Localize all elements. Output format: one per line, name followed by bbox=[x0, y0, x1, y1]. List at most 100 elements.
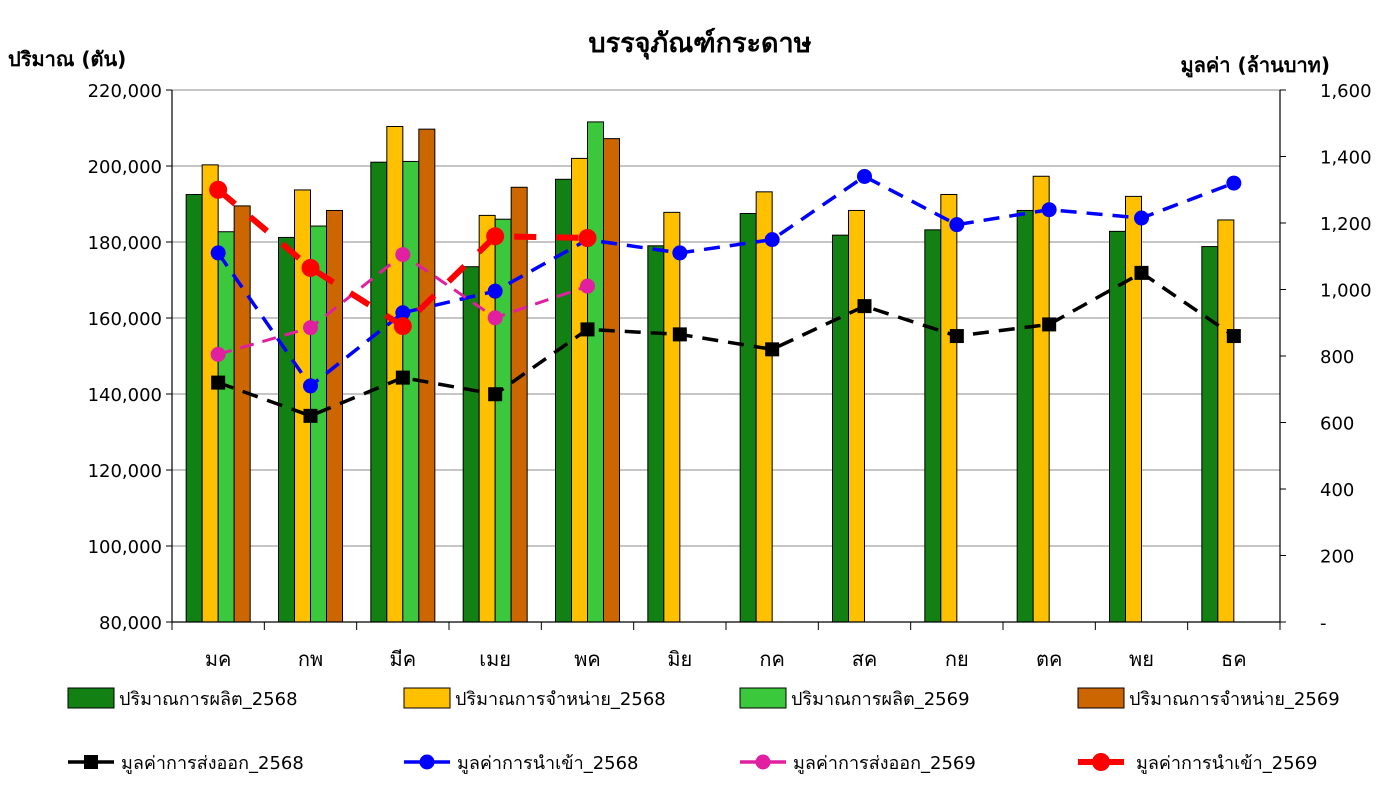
legend: ปริมาณการผลิต_2568 ปริมาณการจำหน่าย_2568 ป… bbox=[67, 687, 1340, 774]
legend-label: ปริมาณการผลิต_2569 bbox=[791, 689, 970, 710]
y-axis-label: ปริมาณ (ตัน) bbox=[8, 47, 126, 71]
line-marker bbox=[857, 168, 872, 184]
bar bbox=[1032, 175, 1050, 623]
bar bbox=[755, 191, 773, 623]
bar bbox=[1109, 230, 1126, 623]
bar bbox=[555, 178, 572, 623]
line-marker bbox=[764, 232, 780, 248]
line-marker bbox=[209, 180, 228, 199]
y-tick-label: 160,000 bbox=[88, 309, 162, 330]
bar bbox=[647, 245, 665, 623]
y2-tick-label: 800 bbox=[1320, 347, 1354, 368]
line-marker bbox=[395, 247, 411, 263]
line-marker bbox=[303, 408, 318, 423]
line-marker bbox=[1042, 317, 1057, 332]
x-tick-label: กพ bbox=[298, 647, 323, 671]
line-marker bbox=[210, 346, 226, 362]
bar bbox=[1125, 195, 1142, 623]
legend-swatch bbox=[403, 687, 451, 709]
legend-label: มูลค่าการส่งออก_2568 bbox=[121, 753, 304, 774]
bar bbox=[462, 266, 480, 623]
y-tick-label: 200,000 bbox=[88, 157, 162, 178]
line-marker bbox=[303, 378, 318, 394]
line-marker bbox=[672, 245, 688, 261]
bar bbox=[510, 186, 528, 623]
line-marker bbox=[765, 342, 780, 357]
x-tick-label: มิย bbox=[667, 647, 692, 671]
x-tick-label: ตค bbox=[1036, 647, 1062, 671]
legend-label: ปริมาณการจำหน่าย_2569 bbox=[1129, 689, 1340, 710]
line-marker bbox=[578, 228, 597, 247]
legend-swatch bbox=[67, 687, 115, 709]
gridlines bbox=[172, 89, 1280, 623]
legend-label: มูลค่าการส่งออก_2569 bbox=[793, 753, 976, 774]
x-tick-label: กค bbox=[759, 647, 785, 671]
bar bbox=[1217, 219, 1235, 623]
y2-tick-label: 1,000 bbox=[1320, 281, 1372, 302]
y-tick-label: 100,000 bbox=[88, 537, 162, 558]
line-marker bbox=[211, 375, 226, 390]
bar bbox=[233, 205, 251, 623]
y-tick-label: 140,000 bbox=[88, 385, 162, 406]
bar bbox=[494, 218, 512, 623]
line-marker bbox=[303, 320, 318, 336]
bar bbox=[587, 121, 604, 623]
x-tick-label: เมย bbox=[479, 647, 511, 671]
chart-title: บรรจุภัณฑ์กระดาษ bbox=[588, 27, 811, 60]
line-marker bbox=[487, 310, 503, 326]
bar bbox=[1016, 209, 1034, 623]
line-marker bbox=[580, 322, 595, 337]
legend-marker bbox=[419, 754, 435, 770]
x-tick-label: พย bbox=[1129, 647, 1154, 671]
x-tick-label: ธค bbox=[1221, 647, 1247, 671]
x-tick-label: สค bbox=[852, 647, 878, 671]
bar bbox=[185, 194, 203, 623]
x-tick-label: มค bbox=[205, 647, 232, 671]
line-marker bbox=[395, 370, 410, 385]
y-tick-label: 120,000 bbox=[88, 461, 162, 482]
line-marker bbox=[395, 305, 411, 321]
legend-marker bbox=[84, 755, 98, 769]
line-marker bbox=[301, 258, 320, 277]
line-marker bbox=[488, 387, 503, 402]
bar bbox=[418, 128, 436, 623]
x-tick-label: พค bbox=[574, 647, 601, 671]
series-line bbox=[216, 174, 1235, 389]
bar bbox=[201, 164, 219, 623]
legend-swatch bbox=[739, 687, 787, 709]
y2-tick-label: 1,600 bbox=[1320, 81, 1372, 102]
line-marker bbox=[1041, 202, 1057, 218]
y2-axis-label: มูลค่า (ล้านบาท) bbox=[1180, 53, 1330, 79]
legend-label: มูลค่าการนำเข้า_2568 bbox=[457, 753, 639, 774]
line-marker bbox=[486, 227, 505, 246]
x-tick-label: กย bbox=[945, 647, 969, 671]
y2-tick-label: - bbox=[1320, 613, 1327, 634]
bar bbox=[217, 231, 235, 623]
line-marker bbox=[580, 278, 595, 294]
line-marker bbox=[1134, 210, 1149, 226]
bar bbox=[832, 234, 849, 623]
line-marker bbox=[1226, 329, 1241, 344]
bar bbox=[940, 194, 958, 623]
line-marker bbox=[672, 327, 687, 342]
bar bbox=[478, 214, 496, 623]
line-marker bbox=[210, 245, 226, 261]
legend-marker bbox=[1092, 753, 1110, 771]
legend-label: ปริมาณการผลิต_2568 bbox=[119, 689, 298, 710]
line-marker bbox=[857, 299, 872, 314]
y-tick-label: 180,000 bbox=[88, 233, 162, 254]
bar bbox=[326, 209, 343, 623]
line-marker bbox=[1134, 265, 1149, 280]
line-marker bbox=[487, 283, 503, 299]
line-marker bbox=[949, 329, 964, 344]
line-marker bbox=[393, 317, 412, 336]
y2-tick-label: 200 bbox=[1320, 547, 1354, 568]
y-tick-label: 220,000 bbox=[88, 81, 162, 102]
legend-swatch bbox=[1077, 687, 1125, 709]
bar bbox=[739, 213, 757, 623]
legend-marker bbox=[755, 754, 771, 770]
legend-label: มูลค่าการนำเข้า_2569 bbox=[1136, 753, 1318, 774]
line-group bbox=[209, 168, 1242, 423]
legend-label: ปริมาณการจำหน่าย_2568 bbox=[455, 689, 666, 710]
y2-tick-label: 600 bbox=[1320, 414, 1354, 435]
